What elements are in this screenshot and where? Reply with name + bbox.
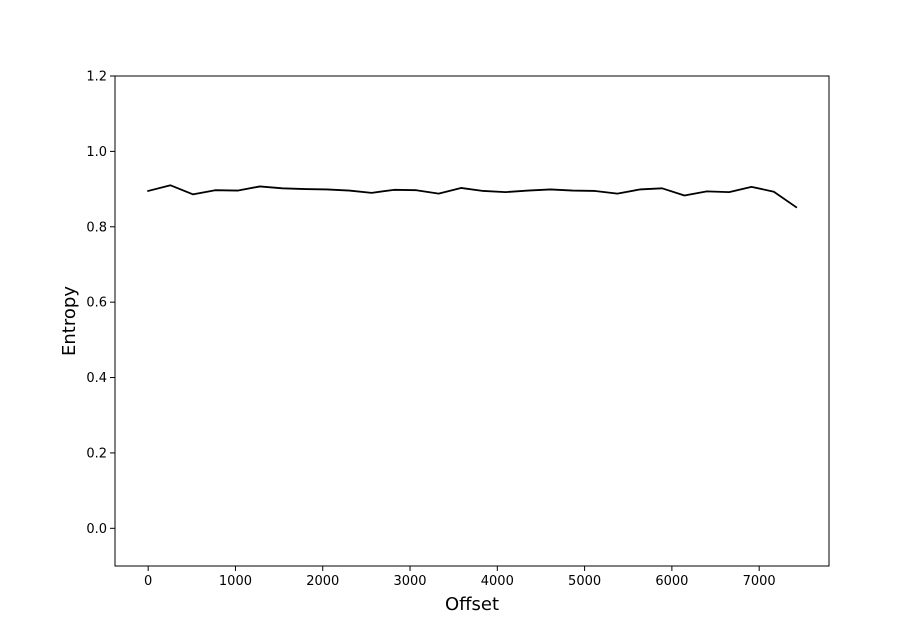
y-axis-ticks: 0.0 0.2 0.4 0.6 0.8 1.0 1.2: [86, 70, 115, 537]
x-tick-label: 7000: [743, 574, 776, 589]
x-tick-label: 4000: [481, 574, 514, 589]
x-axis-title: Offset: [445, 594, 499, 615]
plot-area-frame: [114, 75, 830, 567]
x-axis-ticks: 0 1000 2000 3000 4000 5000 6000 7000: [144, 566, 776, 589]
x-tick-label: 6000: [655, 574, 688, 589]
y-tick-label: 0.6: [86, 296, 107, 311]
y-tick-label: 1.2: [86, 70, 107, 85]
y-axis-title: Entropy: [59, 286, 80, 356]
y-tick-label: 0.2: [86, 446, 107, 461]
x-tick-label: 2000: [306, 574, 339, 589]
y-tick-label: 0.8: [86, 220, 107, 235]
x-tick-label: 3000: [393, 574, 426, 589]
x-tick-label: 1000: [219, 574, 252, 589]
y-tick-label: 0.0: [86, 522, 107, 537]
y-tick-label: 0.4: [86, 371, 107, 386]
data-layer: [147, 184, 798, 209]
y-tick-label: 1.0: [86, 145, 107, 160]
entropy-series-line: [147, 184, 798, 209]
x-tick-label: 5000: [568, 574, 601, 589]
x-tick-label: 0: [144, 574, 152, 589]
